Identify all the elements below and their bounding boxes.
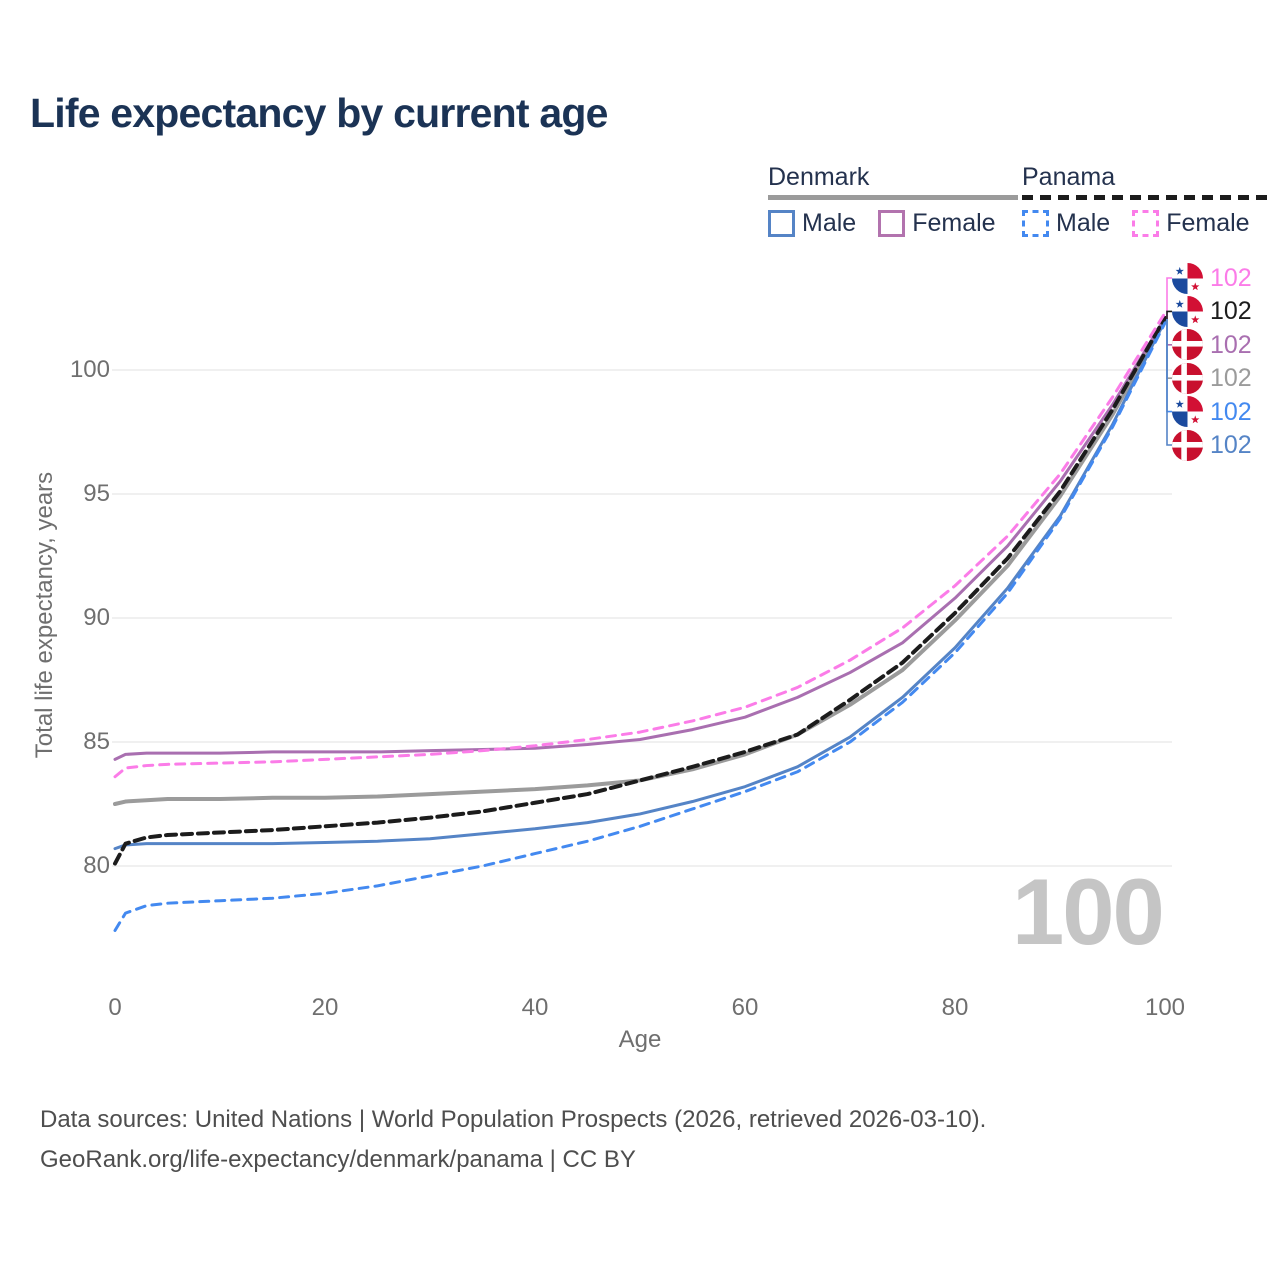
x-tick-label-100: 100 (1144, 994, 1186, 1021)
panama-flag-icon (1172, 262, 1203, 294)
denmark-male-label: Male (802, 209, 857, 237)
panama-male-swatch (1022, 210, 1049, 237)
end-value-text: 102 (1210, 330, 1252, 359)
y-tick-label-95: 95 (83, 480, 110, 507)
end-value-label-denmark-female: 102 (1172, 329, 1252, 361)
end-value-label-panama-both: 102 (1172, 295, 1252, 327)
denmark-flag-icon (1172, 429, 1203, 461)
x-tick-label-60: 60 (731, 994, 759, 1021)
legend-row-denmark: Male Female (768, 209, 1018, 238)
legend-header-panama: Panama (1022, 163, 1116, 191)
x-tick-label-40: 40 (521, 994, 549, 1021)
end-value-label-denmark-both: 102 (1172, 362, 1252, 394)
end-value-text: 102 (1210, 431, 1252, 459)
x-tick-label-80: 80 (941, 994, 969, 1021)
series-line-panama-male (113, 321, 1167, 932)
series-line-denmark-female (113, 316, 1167, 761)
panama-female-swatch (1132, 210, 1160, 237)
footer-data-sources: Data sources: United Nations | World Pop… (40, 1106, 987, 1133)
y-tick-label-85: 85 (83, 728, 110, 755)
footer-attribution: GeoRank.org/life-expectancy/denmark/pana… (40, 1146, 636, 1173)
y-tick-label-90: 90 (83, 604, 110, 631)
end-value-text: 102 (1210, 264, 1252, 292)
panama-flag-icon (1172, 396, 1203, 428)
end-value-text: 102 (1210, 297, 1252, 326)
denmark-female-label: Female (912, 209, 996, 237)
denmark-flag-icon (1172, 329, 1203, 361)
y-tick-label-80: 80 (83, 852, 110, 879)
series-line-denmark-both (113, 318, 1167, 806)
y-tick-label-100: 100 (69, 356, 110, 383)
legend-group-denmark: Denmark Male Female (768, 163, 1018, 238)
denmark-female-swatch (878, 210, 906, 237)
legend-underline-panama (1022, 195, 1272, 200)
denmark-flag-icon (1172, 362, 1203, 394)
panama-flag-icon (1172, 295, 1203, 327)
legend-header-denmark: Denmark (768, 163, 870, 191)
end-value-text: 102 (1210, 397, 1252, 426)
panama-female-label: Female (1166, 209, 1250, 237)
series-line-panama-female (113, 311, 1167, 779)
chart-title: Life expectancy by current age (30, 90, 608, 136)
legend-row-panama: Male Female (1022, 209, 1272, 238)
end-value-label-denmark-male: 102 (1172, 429, 1252, 461)
end-value-text: 102 (1210, 364, 1252, 393)
end-value-label-panama-male: 102 (1172, 396, 1252, 428)
series-line-denmark-male (113, 318, 1167, 851)
x-tick-label-20: 20 (311, 994, 339, 1021)
legend-underline-denmark (768, 195, 1018, 200)
series-line-panama-both (113, 315, 1167, 866)
denmark-male-swatch (768, 210, 795, 237)
panama-male-label: Male (1056, 209, 1111, 237)
end-value-label-panama-female: 102 (1172, 262, 1252, 294)
legend-group-panama: Panama Male Female (1022, 163, 1272, 238)
age-watermark: 100 (1012, 859, 1165, 964)
x-axis-title: Age (618, 1026, 662, 1053)
x-tick-label-0: 0 (108, 994, 122, 1021)
